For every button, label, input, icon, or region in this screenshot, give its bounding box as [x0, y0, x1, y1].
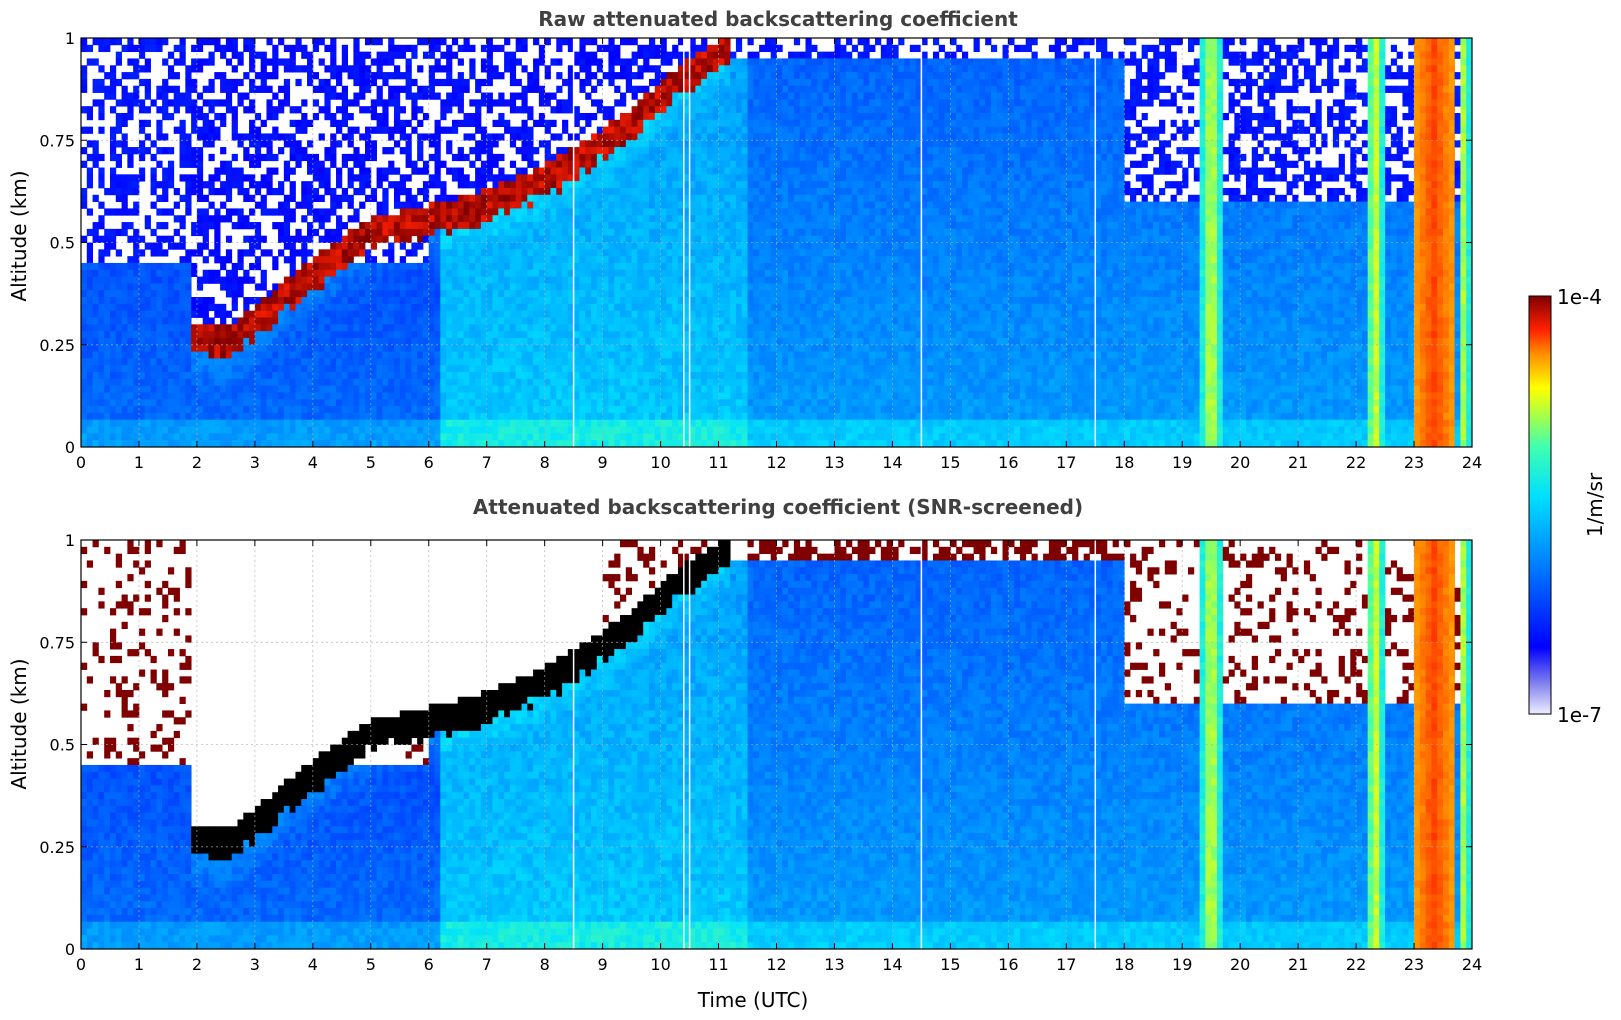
colorbar: 1e-4 1e-7 1/m/sr [1529, 285, 1607, 727]
x-tick-label: 4 [308, 453, 318, 472]
x-tick-label: 1 [134, 453, 144, 472]
x-tick-label: 14 [882, 453, 902, 472]
x-tick-label: 10 [650, 955, 670, 974]
x-tick-label: 19 [1172, 453, 1192, 472]
x-tick-label: 3 [250, 453, 260, 472]
y-tick-label: 0.25 [39, 838, 75, 857]
y-tick-label: 0.5 [50, 736, 75, 755]
y-tick-label: 1 [65, 29, 75, 48]
x-tick-label: 21 [1288, 453, 1308, 472]
colorbar-min-label: 1e-7 [1557, 703, 1602, 727]
x-tick-label: 17 [1056, 955, 1076, 974]
screened-backscatter-panel: Attenuated backscattering coefficient (S… [7, 495, 1482, 1012]
raw-backscatter-panel: Raw attenuated backscattering coefficien… [7, 7, 1482, 472]
x-tick-label: 1 [134, 955, 144, 974]
x-tick-label: 22 [1346, 955, 1366, 974]
x-tick-label: 0 [76, 955, 86, 974]
x-tick-label: 14 [882, 955, 902, 974]
y-tick-label: 0.25 [39, 336, 75, 355]
x-tick-label: 21 [1288, 955, 1308, 974]
x-tick-label: 13 [824, 955, 844, 974]
x-tick-label: 13 [824, 453, 844, 472]
x-tick-label: 2 [192, 955, 202, 974]
y-tick-label: 0.75 [39, 131, 75, 150]
x-tick-label: 8 [540, 955, 550, 974]
y-tick-label: 0 [65, 940, 75, 959]
x-tick-label: 6 [424, 955, 434, 974]
raw-y-axis-label: Altitude (km) [7, 170, 31, 301]
x-tick-label: 16 [998, 453, 1018, 472]
x-tick-label: 11 [708, 955, 728, 974]
y-tick-label: 1 [65, 531, 75, 550]
x-tick-label: 8 [540, 453, 550, 472]
x-tick-label: 18 [1114, 955, 1134, 974]
screened-y-axis-label: Altitude (km) [7, 658, 31, 789]
x-tick-label: 4 [308, 955, 318, 974]
x-tick-label: 24 [1462, 955, 1482, 974]
y-tick-label: 0 [65, 438, 75, 457]
y-tick-label: 0.75 [39, 633, 75, 652]
x-tick-label: 23 [1404, 453, 1424, 472]
x-tick-label: 0 [76, 453, 86, 472]
y-tick-label: 0.5 [50, 234, 75, 253]
x-tick-label: 19 [1172, 955, 1192, 974]
x-tick-label: 9 [598, 955, 608, 974]
x-tick-label: 24 [1462, 453, 1482, 472]
x-tick-label: 12 [766, 453, 786, 472]
raw-panel-title: Raw attenuated backscattering coefficien… [538, 7, 1018, 31]
x-tick-label: 22 [1346, 453, 1366, 472]
x-tick-label: 16 [998, 955, 1018, 974]
colorbar-max-label: 1e-4 [1557, 285, 1602, 309]
colorbar-gradient [1529, 296, 1551, 714]
x-tick-label: 5 [366, 453, 376, 472]
x-tick-label: 12 [766, 955, 786, 974]
x-tick-label: 20 [1230, 453, 1250, 472]
x-tick-label: 10 [650, 453, 670, 472]
x-tick-label: 18 [1114, 453, 1134, 472]
x-tick-label: 15 [940, 453, 960, 472]
x-tick-label: 11 [708, 453, 728, 472]
screened-panel-title: Attenuated backscattering coefficient (S… [473, 495, 1083, 519]
x-tick-label: 3 [250, 955, 260, 974]
x-tick-label: 15 [940, 955, 960, 974]
colorbar-unit-label: 1/m/sr [1583, 472, 1607, 537]
x-tick-label: 9 [598, 453, 608, 472]
x-tick-label: 5 [366, 955, 376, 974]
x-tick-label: 7 [482, 453, 492, 472]
x-tick-label: 2 [192, 453, 202, 472]
x-tick-label: 7 [482, 955, 492, 974]
x-tick-label: 23 [1404, 955, 1424, 974]
time-axis-label: Time (UTC) [697, 988, 809, 1012]
x-tick-label: 6 [424, 453, 434, 472]
x-tick-label: 17 [1056, 453, 1076, 472]
x-tick-label: 20 [1230, 955, 1250, 974]
